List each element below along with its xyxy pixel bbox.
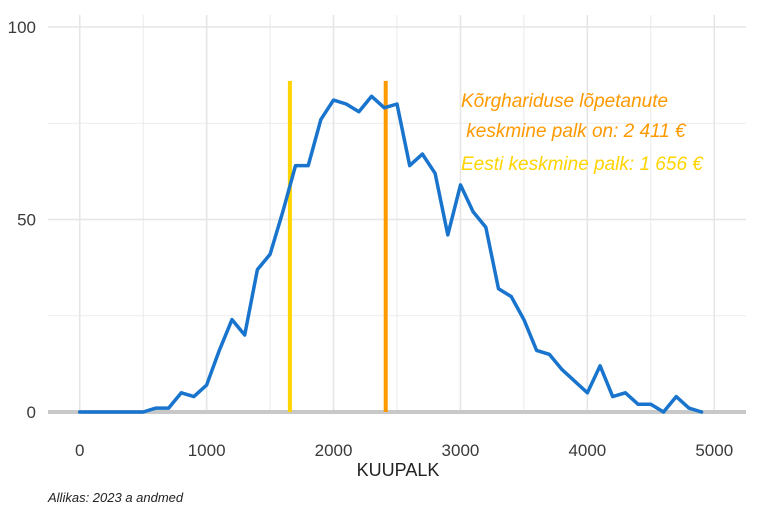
grid-lines <box>48 15 746 412</box>
y-tick-label: 50 <box>17 211 36 230</box>
x-axis-title: KUUPALK <box>357 460 440 480</box>
annotation-line: Kõrghariduse lõpetanute <box>461 91 668 112</box>
series-line <box>77 94 704 414</box>
vertical-reference-lines <box>287 80 388 412</box>
annotation-higher-education-salary: Kõrghariduse lõpetanute keskmine palk on… <box>461 91 687 142</box>
x-tick-label: 5000 <box>695 441 733 460</box>
y-tick-label: 0 <box>27 403 36 422</box>
annotation-line: keskmine palk on: 2 411 € <box>461 121 687 142</box>
y-tick-label: 100 <box>8 18 36 37</box>
source-caption: Allikas: 2023 a andmed <box>47 490 184 505</box>
x-tick-label: 4000 <box>568 441 606 460</box>
x-tick-label: 2000 <box>315 441 353 460</box>
y-axis-ticks: 0 50 100 <box>8 18 36 422</box>
x-axis-ticks: 0 1000 2000 3000 4000 5000 <box>75 441 733 460</box>
x-tick-label: 1000 <box>188 441 226 460</box>
series-layer <box>77 94 704 414</box>
x-tick-label: 3000 <box>442 441 480 460</box>
x-tick-label: 0 <box>75 441 84 460</box>
annotation-line: Eesti keskmine palk: 1 656 € <box>461 154 704 175</box>
annotation-estonia-average-salary: Eesti keskmine palk: 1 656 € <box>461 154 704 175</box>
